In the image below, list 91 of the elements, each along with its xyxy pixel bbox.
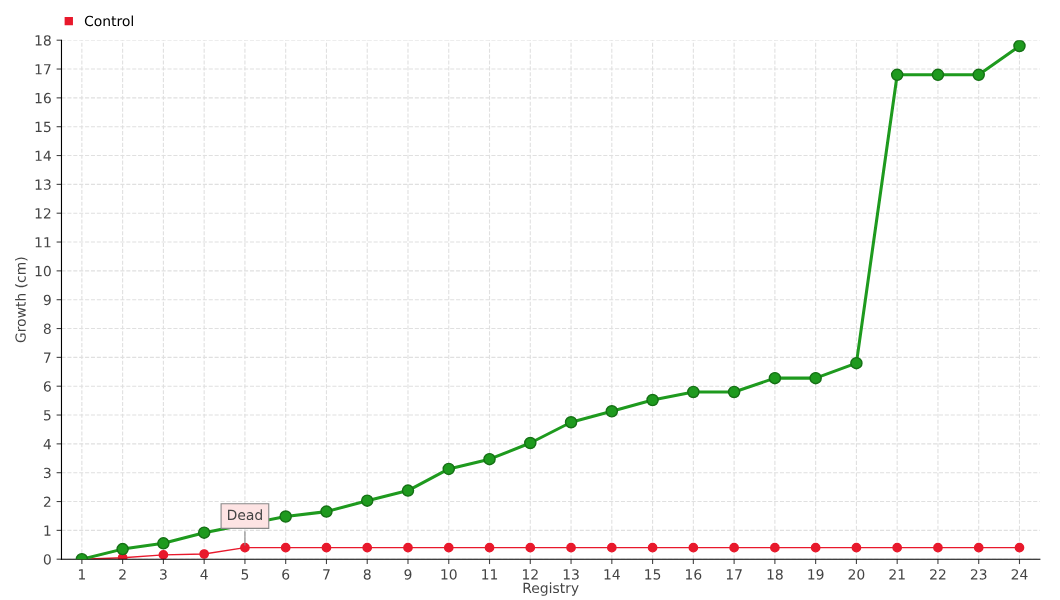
point [810,542,821,553]
point [647,542,658,553]
point [972,68,985,82]
point [524,436,537,450]
point [729,542,739,553]
x-tick-label: 7 [323,569,330,580]
point [933,542,943,553]
point [360,494,374,507]
point [240,542,250,553]
point [280,542,291,553]
x-tick-label: 18 [767,569,783,580]
x-tick-label: 3 [160,569,167,580]
point [727,385,741,399]
y-tick-label: 1 [44,525,51,536]
point [809,371,822,385]
point [157,537,170,550]
x-tick-label: 5 [241,569,249,580]
point [403,542,413,553]
y-tick-label: 9 [43,294,51,306]
y-tick-label: 16 [35,92,51,104]
point [973,542,984,553]
point [484,542,495,553]
x-tick-label: 2 [119,569,126,580]
point [892,542,903,553]
annotation: Dead [228,509,262,521]
x-tick-label: 17 [726,569,742,580]
x-tick-label: 12 [522,569,538,580]
point [401,484,415,497]
point [688,542,699,553]
y-tick-label: 10 [35,265,51,277]
y-tick-label: 7 [44,352,51,363]
point [768,371,782,385]
point [606,542,617,553]
point [1013,40,1026,53]
point [197,526,211,539]
y-tick-label: 15 [35,121,51,133]
y-tick-label: 8 [43,323,51,335]
x-tick-label: 22 [930,569,946,580]
y-tick-label: 5 [43,410,51,421]
legend-label: Control [84,15,133,27]
x-tick-label: 24 [1011,569,1028,580]
x-tick-label: 6 [282,569,290,580]
point [442,462,456,476]
x-tick-label: 20 [848,569,865,580]
x-tick-label: 15 [645,569,661,580]
x-tick-label: 8 [363,569,371,580]
point [566,542,576,553]
x-tick-label: 11 [482,569,498,580]
y-axis-title: Growth (cm) [15,257,28,343]
y-tick-label: 14 [35,150,51,161]
point [158,550,169,560]
x-tick-label: 21 [889,569,905,580]
y-tick-label: 12 [35,208,51,219]
x-tick-label: 1 [78,569,85,580]
y-tick-label: 18 [35,35,51,46]
point [931,68,945,82]
y-tick-label: 4 [43,439,51,450]
point [525,542,536,553]
y-tick-label: 11 [35,237,51,248]
point [362,542,373,553]
y-tick-label: 13 [35,179,51,190]
point [687,385,700,399]
x-tick-label: 16 [686,569,702,580]
point [1014,542,1025,553]
x-tick-label: 4 [200,569,208,580]
x-axis-title: Registry [523,582,579,596]
y-tick-label: 6 [43,381,51,392]
x-tick-label: 13 [563,569,579,580]
point [199,549,210,559]
point [851,542,862,553]
point [116,542,129,556]
x-tick-label: 23 [970,569,987,580]
point [890,68,904,82]
point [646,393,659,407]
y-tick-label: 0 [43,554,51,565]
y-tick-label: 2 [43,496,51,507]
x-tick-label: 14 [604,569,620,580]
x-tick-label: 9 [404,569,412,580]
y-tick-label: 17 [35,64,51,75]
point [443,542,454,553]
point [483,452,496,466]
x-tick-label: 10 [441,569,457,580]
y-tick-label: 3 [43,467,51,479]
point [564,415,578,429]
point [279,510,292,523]
point [605,405,619,418]
point [850,356,863,370]
x-tick-label: 19 [808,569,824,580]
point [770,542,780,553]
point [321,542,332,553]
point [320,505,333,518]
